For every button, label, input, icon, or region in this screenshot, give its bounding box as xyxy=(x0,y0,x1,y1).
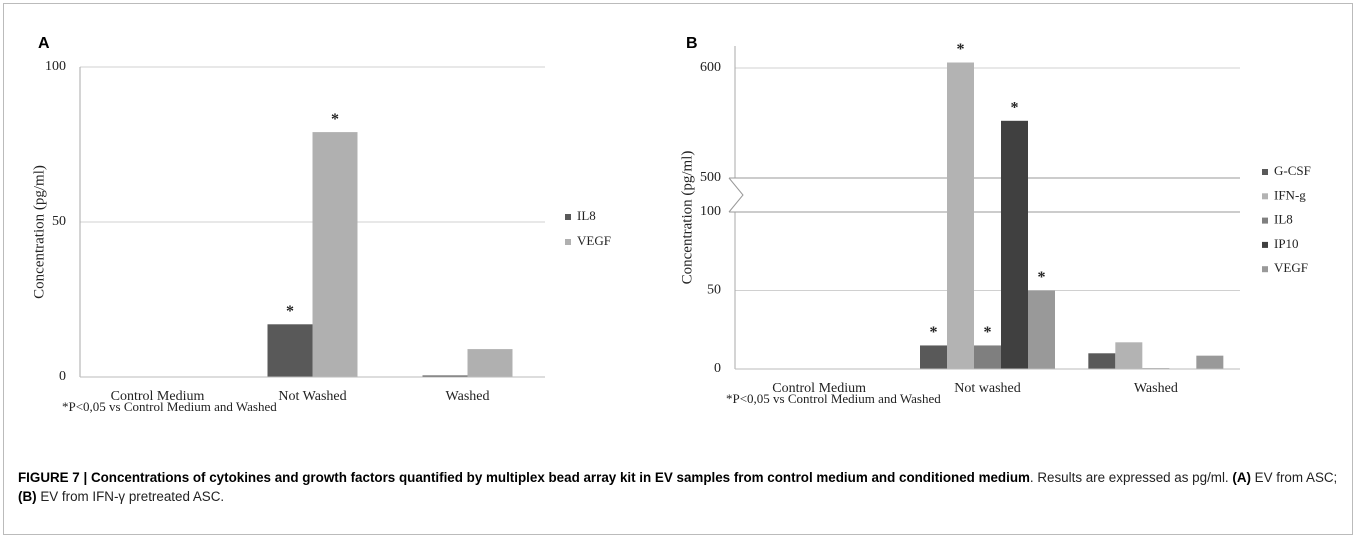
x-tick-label: Not washed xyxy=(954,381,1021,396)
legend-label: VEGF xyxy=(1274,260,1308,275)
legend-swatch xyxy=(565,214,571,220)
legend-swatch xyxy=(1262,169,1268,175)
y-axis-title: Concentration (pg/ml) xyxy=(31,165,47,299)
significance-marker: * xyxy=(331,111,339,128)
y-tick-label: 500 xyxy=(700,170,721,185)
bar xyxy=(422,375,468,377)
significance-marker: * xyxy=(1038,269,1046,286)
caption-segment: EV from ASC; xyxy=(1250,470,1338,485)
y-tick-label: 0 xyxy=(714,361,721,376)
bar xyxy=(1028,290,1055,369)
legend-label: IL8 xyxy=(1274,212,1293,227)
legend-label: VEGF xyxy=(577,233,611,248)
significance-marker: * xyxy=(1011,99,1019,116)
significance-marker: * xyxy=(930,324,938,341)
bar xyxy=(1196,355,1224,369)
bar xyxy=(467,349,513,377)
x-tick-label: Not Washed xyxy=(278,389,346,404)
footnote: *P<0,05 vs Control Medium and Washed xyxy=(62,399,277,414)
bar xyxy=(1088,353,1116,369)
bar xyxy=(1115,342,1143,369)
caption-segment: (A) xyxy=(1232,470,1251,485)
x-tick-label: Washed xyxy=(1134,381,1178,396)
legend-label: IFN-g xyxy=(1274,187,1306,202)
y-tick-label: 50 xyxy=(52,214,66,229)
caption-segment: . Results are expressed as pg/ml. xyxy=(1029,470,1233,485)
legend-swatch xyxy=(1262,241,1268,248)
caption-segment: (B) xyxy=(18,489,37,504)
significance-marker: * xyxy=(984,324,992,341)
y-axis-title: Concentration (pg/ml) xyxy=(679,151,695,285)
legend-swatch xyxy=(1262,217,1268,224)
y-tick-label: 100 xyxy=(700,204,721,219)
axis-break-zigzag xyxy=(728,177,744,213)
significance-marker: * xyxy=(286,303,294,320)
axis-break xyxy=(729,178,1240,212)
legend-label: IP10 xyxy=(1274,236,1299,251)
bar xyxy=(312,132,358,377)
y-tick-label: 600 xyxy=(700,60,721,75)
x-tick-label: Washed xyxy=(446,389,490,404)
x-tick-label: Control Medium xyxy=(111,389,205,404)
bar xyxy=(267,324,313,377)
bar xyxy=(974,345,1001,369)
caption: FIGURE 7 | Concentrations of cytokines a… xyxy=(18,468,1338,506)
significance-marker: * xyxy=(957,41,965,58)
y-tick-label: 100 xyxy=(45,59,66,74)
legend-swatch xyxy=(565,239,571,245)
footnote: *P<0,05 vs Control Medium and Washed xyxy=(726,391,941,406)
y-tick-label: 50 xyxy=(707,283,721,298)
bar xyxy=(947,62,974,369)
x-tick-label: Control Medium xyxy=(772,381,866,396)
y-tick-label: 0 xyxy=(59,369,66,384)
panel-label: B xyxy=(686,35,698,52)
caption-segment: FIGURE 7 | Concentrations of cytokines a… xyxy=(18,470,1030,485)
bar xyxy=(1001,120,1028,369)
frame xyxy=(3,3,1353,535)
bar xyxy=(920,345,947,369)
legend-swatch xyxy=(1262,266,1268,273)
legend-label: G-CSF xyxy=(1274,163,1311,178)
caption-segment: EV from IFN-γ pretreated ASC. xyxy=(36,489,225,504)
legend-swatch xyxy=(1262,193,1268,200)
legend-label: IL8 xyxy=(577,208,596,223)
panel-label: A xyxy=(38,35,50,52)
